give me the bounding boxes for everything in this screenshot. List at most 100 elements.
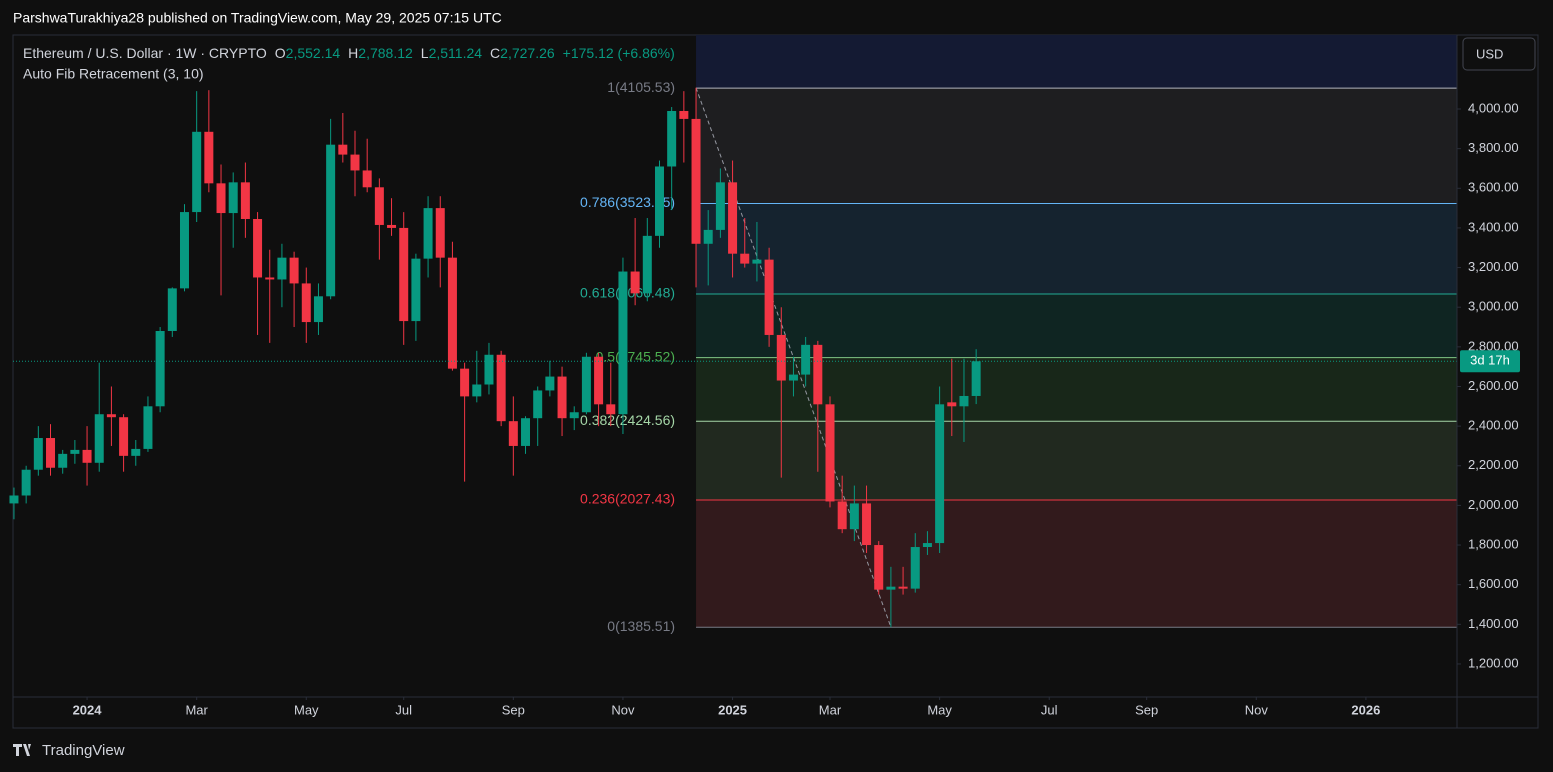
- fib-extension-zone: [696, 35, 1457, 89]
- candle-body: [326, 144, 336, 297]
- candle-body: [898, 586, 908, 589]
- y-tick-label: 2,400.00: [1468, 418, 1519, 433]
- candle-body: [825, 404, 835, 502]
- candle-body: [435, 208, 445, 258]
- y-tick-label: 2,000.00: [1468, 497, 1519, 512]
- x-tick-label: Sep: [1135, 702, 1158, 717]
- candle-body: [813, 344, 823, 405]
- y-tick-label: 1,200.00: [1468, 655, 1519, 670]
- candle-body: [423, 208, 433, 259]
- candle-body: [581, 356, 591, 413]
- candle-body: [910, 547, 920, 589]
- x-tick-label: Mar: [185, 702, 208, 717]
- logo-text: TradingView: [42, 742, 125, 759]
- currency-label[interactable]: USD: [1476, 46, 1503, 61]
- symbol-title: Ethereum / U.S. Dollar · 1W · CRYPTO: [23, 45, 267, 61]
- candle-body: [971, 361, 981, 396]
- y-tick-label: 3,400.00: [1468, 219, 1519, 234]
- candle-body: [679, 110, 689, 119]
- candle-body: [776, 334, 786, 381]
- y-tick-label: 4,000.00: [1468, 100, 1519, 115]
- ohlc-value: 2,727.26: [500, 45, 555, 61]
- fib-level-label: 1(4105.53): [607, 79, 675, 95]
- candle-body: [362, 170, 372, 188]
- candle-body: [533, 390, 543, 419]
- currency-button[interactable]: [1462, 37, 1536, 71]
- axes: 1,200.00 1,400.00 1,600.00 1,800.00 2,000.00…: [73, 100, 1520, 717]
- fib-zone: [696, 203, 1457, 295]
- candle-body: [338, 144, 348, 155]
- x-tick-label: Nov: [1245, 702, 1269, 717]
- x-tick-label: Nov: [611, 702, 635, 717]
- candle-body: [959, 395, 969, 407]
- candle-body: [472, 384, 482, 397]
- candle-body: [508, 421, 518, 446]
- x-tick-label: May: [927, 702, 952, 717]
- ohlc-value: 2,788.12: [358, 45, 413, 61]
- countdown-badge: [1460, 350, 1520, 373]
- candle-body: [228, 182, 238, 214]
- candle-body: [922, 543, 932, 548]
- candle-body: [387, 224, 397, 228]
- x-tick-label: 2024: [73, 702, 103, 717]
- candle-body: [618, 271, 628, 415]
- candle-body: [606, 404, 616, 415]
- candle-body: [313, 296, 323, 323]
- candle-body: [167, 288, 177, 331]
- candle-body: [886, 586, 896, 590]
- x-tick-label: Sep: [502, 702, 525, 717]
- fib-zone: [696, 499, 1457, 628]
- candle-body: [740, 253, 750, 264]
- fib-level-label: 0(1385.51): [607, 618, 675, 634]
- candle-body: [752, 259, 762, 264]
- fib-level-label: 0.5(2745.52): [596, 348, 675, 364]
- y-tick-label: 1,800.00: [1468, 536, 1519, 551]
- fib-level-label: 0.382(2424.56): [580, 412, 675, 428]
- candle-body: [703, 229, 713, 244]
- candle-body: [947, 402, 957, 407]
- y-tick-label: 3,600.00: [1468, 180, 1519, 195]
- candle-body: [277, 257, 287, 280]
- x-tick-label: Jul: [1041, 702, 1058, 717]
- candle-body: [837, 501, 847, 530]
- ohlc-value: 2,511.24: [429, 45, 483, 61]
- candle-body: [630, 271, 640, 294]
- y-tick-label: 2,600.00: [1468, 378, 1519, 393]
- candle-body: [82, 449, 92, 463]
- logo: TradingView: [13, 742, 125, 759]
- candle-body: [728, 182, 738, 254]
- candle-body: [521, 418, 531, 446]
- y-tick-label: 3,200.00: [1468, 259, 1519, 274]
- candle-body: [460, 368, 470, 397]
- y-tick-label: 2,800.00: [1468, 338, 1519, 353]
- candle-body: [143, 406, 153, 449]
- candle-body: [374, 187, 384, 225]
- candle-body: [94, 414, 104, 463]
- fib-level-label: 0.786(3523.45): [580, 194, 675, 210]
- candle-body: [21, 469, 31, 496]
- candle-body: [654, 166, 664, 236]
- y-tick-label: 1,400.00: [1468, 616, 1519, 631]
- candle-body: [411, 258, 421, 322]
- candle-body: [192, 131, 202, 213]
- fib-trend-line: [695, 87, 892, 628]
- ohlc-key: C: [490, 45, 500, 61]
- y-tick-label: 2,200.00: [1468, 457, 1519, 472]
- candle-body: [764, 259, 774, 335]
- y-tick-label: 3,000.00: [1468, 299, 1519, 314]
- candle-body: [70, 449, 80, 454]
- candle-body: [204, 131, 214, 184]
- fib-zone: [696, 294, 1457, 358]
- x-tick-label: 2026: [1351, 702, 1380, 717]
- candle-body: [106, 414, 116, 418]
- candle-body: [265, 277, 275, 280]
- candle-body: [58, 453, 68, 468]
- candle-body: [715, 182, 725, 230]
- candle-body: [289, 257, 299, 284]
- candle-body: [484, 354, 494, 385]
- candle-body: [131, 448, 141, 456]
- candle-body: [253, 219, 263, 278]
- logo-icon: [13, 744, 31, 756]
- x-tick-label: Mar: [819, 702, 842, 717]
